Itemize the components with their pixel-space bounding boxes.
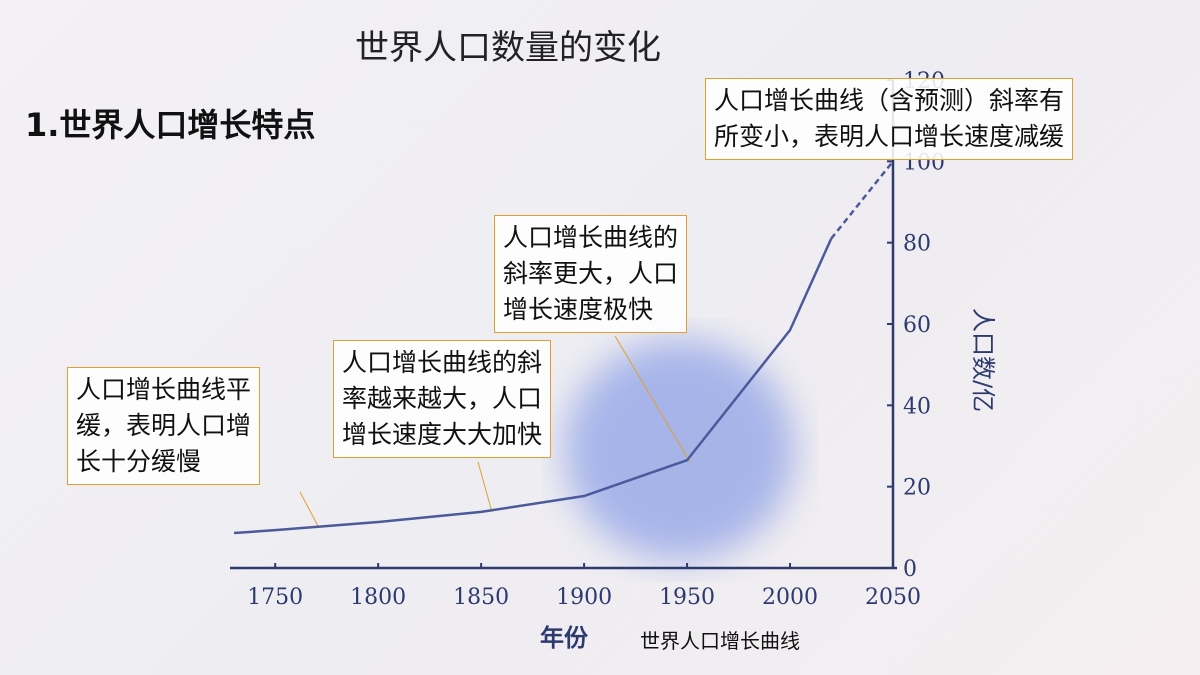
annotation-line: 人口增长曲线的 <box>503 223 679 252</box>
y-tick-label: 80 <box>903 232 931 257</box>
slide-title: 世界人口数量的变化 <box>355 28 661 68</box>
y-tick-label: 0 <box>903 557 917 582</box>
y-axis-label: 人口数/亿 <box>969 308 997 412</box>
annotation-line: 人口增长曲线的斜 <box>342 348 543 377</box>
annotation-line: 人口增长曲线平 <box>76 375 252 404</box>
x-tick-label: 1900 <box>556 585 612 610</box>
annotation-line: 增长速度大大加快 <box>342 420 543 449</box>
background-blob <box>565 340 795 560</box>
y-tick-label: 60 <box>903 313 931 338</box>
leader-line <box>299 491 319 527</box>
annotation-box: 人口增长曲线的 斜率更大，人口 增长速度极快 <box>494 215 688 333</box>
y-tick-label: 20 <box>903 476 931 501</box>
annotation-line: 长十分缓慢 <box>76 447 202 476</box>
annotation-box: 人口增长曲线平 缓，表明人口增 长十分缓慢 <box>67 367 261 485</box>
y-tick-label: 40 <box>903 394 931 419</box>
leader-line <box>614 335 691 463</box>
line <box>233 238 833 535</box>
annotation-box: 人口增长曲线的斜 率越来越大，人口 增长速度大大加快 <box>333 340 552 458</box>
annotation-line: 增长速度极快 <box>503 295 654 324</box>
section-heading: 1.世界人口增长特点 <box>25 106 316 144</box>
line <box>830 160 894 240</box>
annotation-box: 人口增长曲线（含预测）斜率有 所变小，表明人口增长速度减缓 <box>705 78 1074 160</box>
x-tick-label: 1750 <box>247 585 303 610</box>
x-tick-label: 1950 <box>659 585 715 610</box>
x-tick-label: 1800 <box>350 585 406 610</box>
annotation-line: 人口增长曲线（含预测）斜率有 <box>714 86 1065 115</box>
leader-line <box>477 461 493 513</box>
annotation-line: 率越来越大，人口 <box>342 384 543 413</box>
x-axis-label: 年份 <box>540 624 589 652</box>
x-tick-label: 1850 <box>453 585 509 610</box>
x-tick-label: 2000 <box>762 585 818 610</box>
annotation-line: 所变小，表明人口增长速度减缓 <box>714 122 1065 151</box>
chart-caption: 世界人口增长曲线 <box>640 629 800 653</box>
x-tick-label: 2050 <box>865 585 921 610</box>
annotation-line: 缓，表明人口增 <box>76 411 252 440</box>
annotation-line: 斜率更大，人口 <box>503 259 679 288</box>
